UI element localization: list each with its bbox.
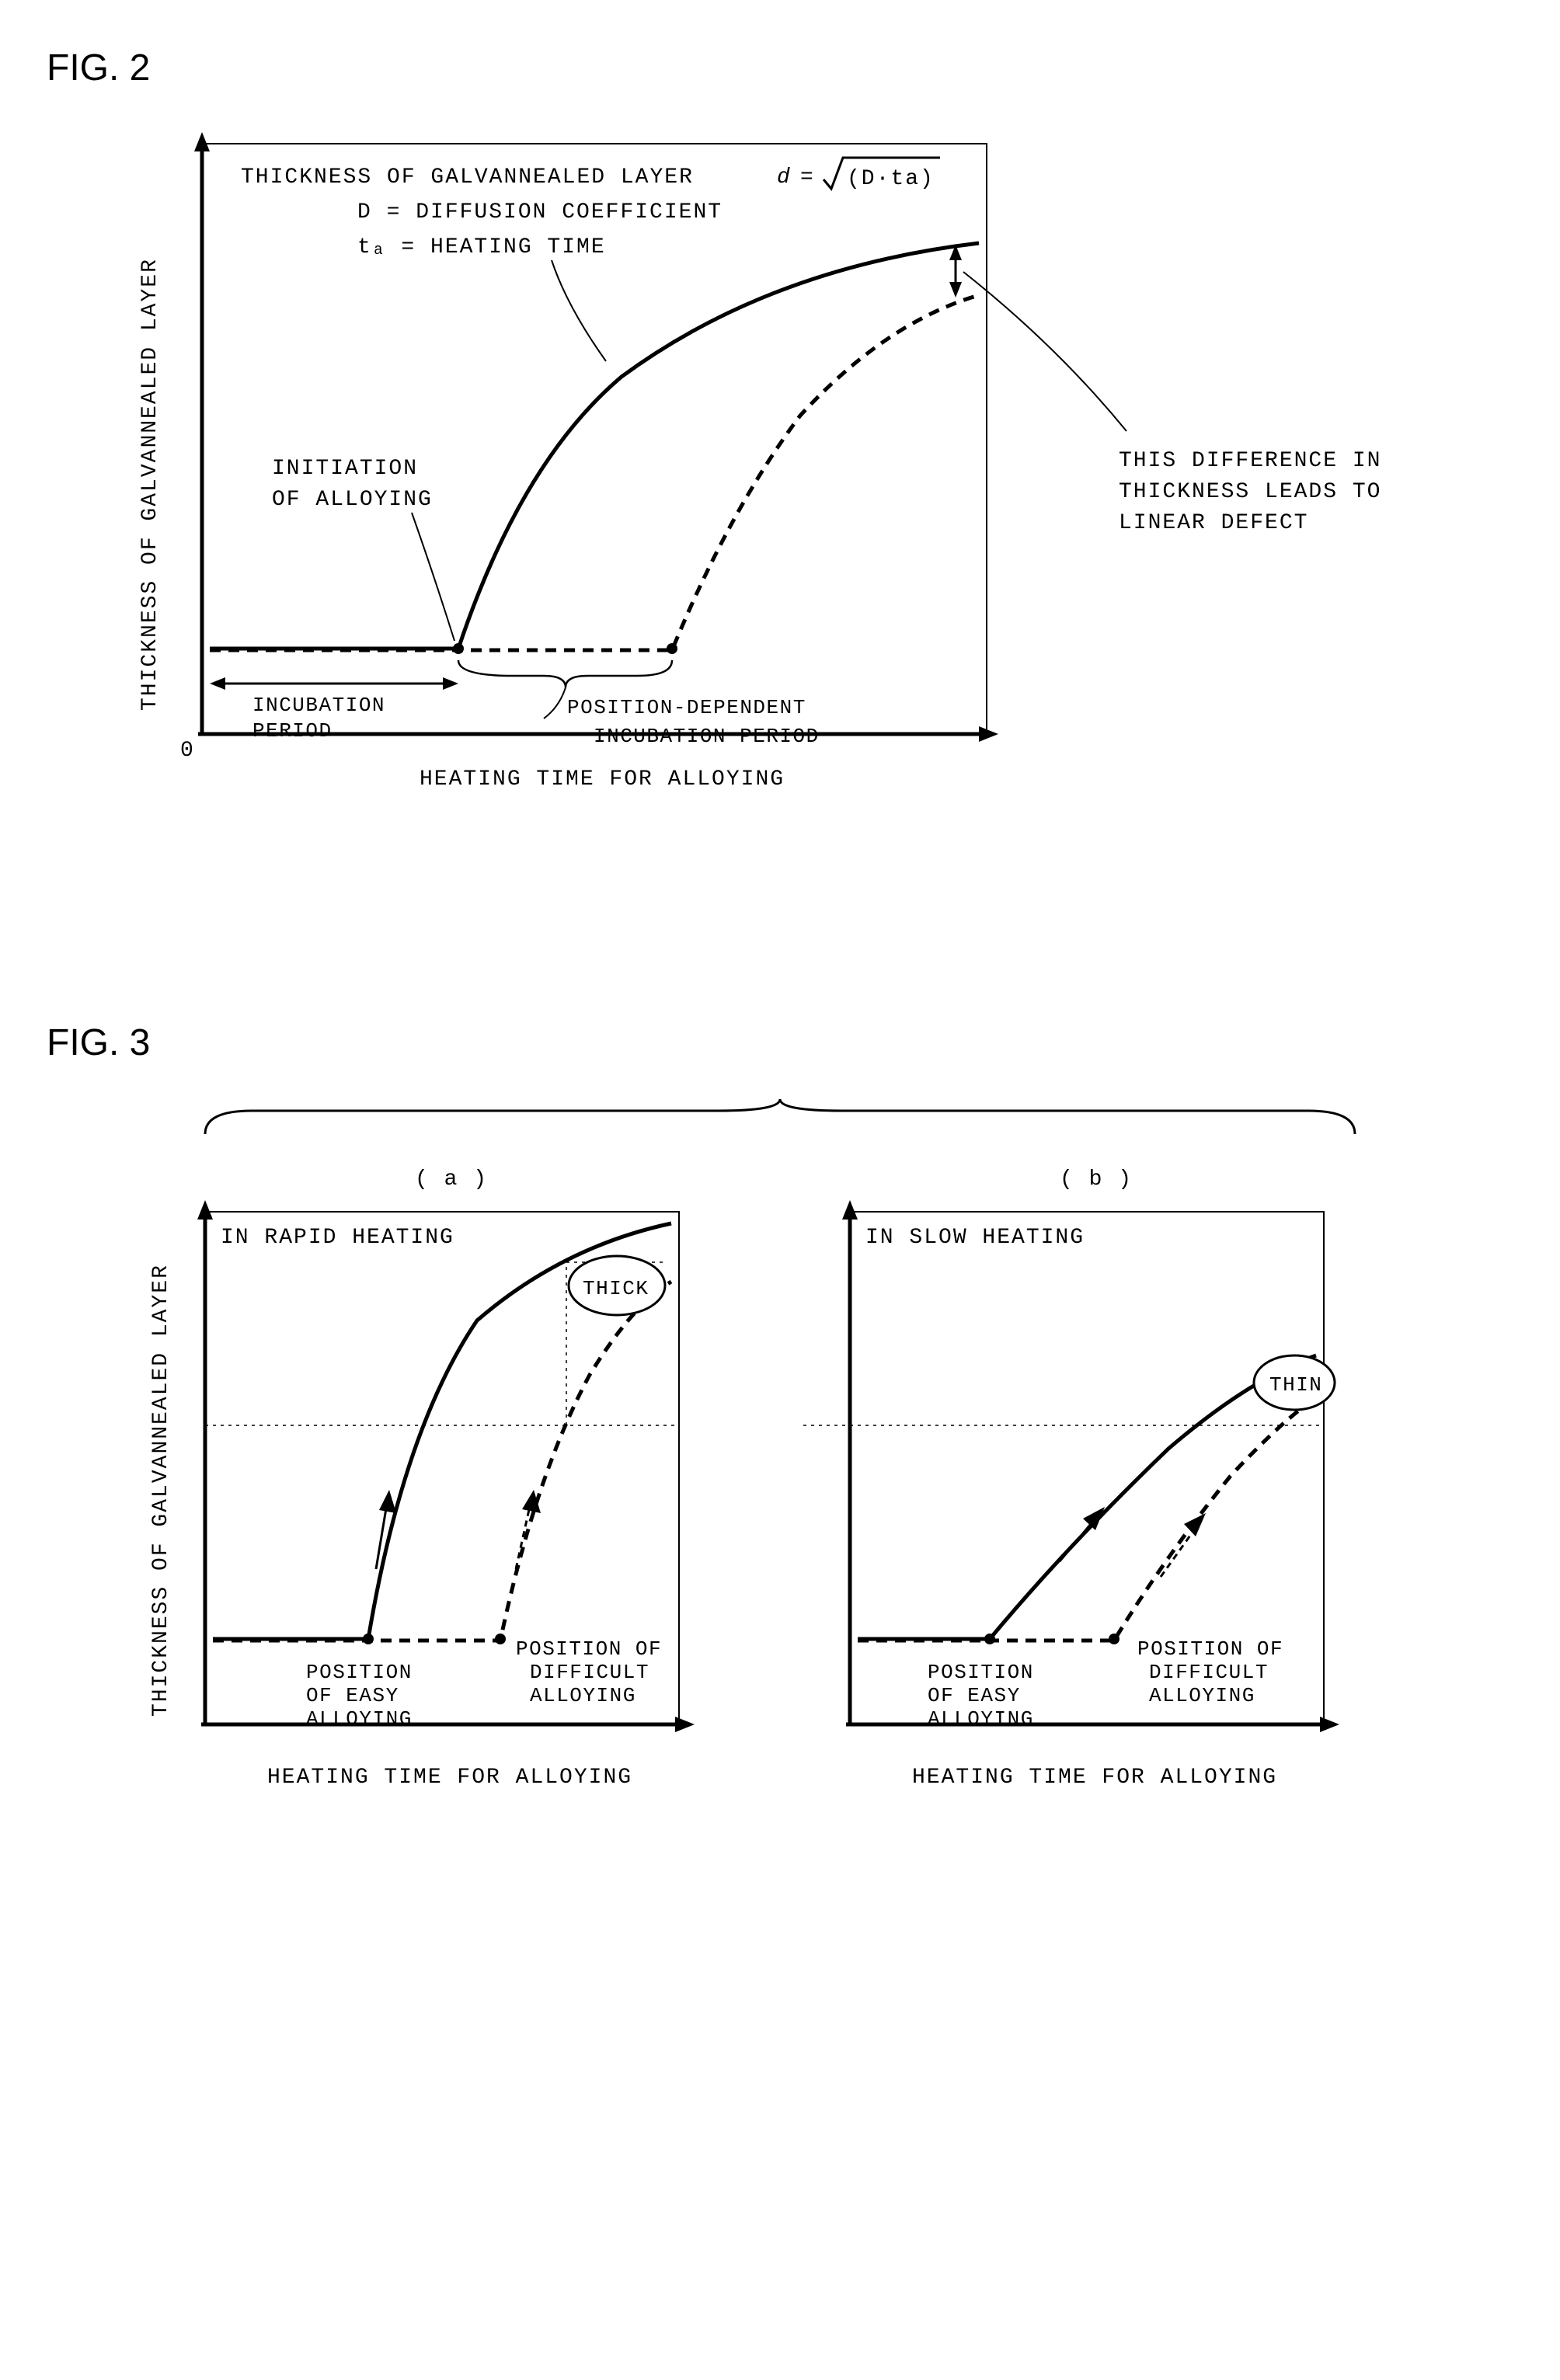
- fig3a-easy3: ALLOYING: [306, 1707, 413, 1731]
- fig3-brace-container: [47, 1095, 1513, 1142]
- fig2-incub-arrow-l: [210, 677, 225, 690]
- fig3b-dot2: [1109, 1634, 1120, 1644]
- fig2-diff1: THIS DIFFERENCE IN: [1119, 449, 1381, 473]
- fig2-solid-dot: [453, 643, 464, 654]
- fig2-diff-arrow-down: [949, 282, 962, 298]
- fig3b-arrow2: [1184, 1513, 1206, 1536]
- fig2-posdep1: POSITION-DEPENDENT: [567, 696, 806, 719]
- fig2-xlabel: HEATING TIME FOR ALLOYING: [420, 767, 785, 792]
- fig2-incub1: INCUBATION: [252, 694, 385, 717]
- fig2-ylabel: THICKNESS OF GALVANNEALED LAYER: [138, 258, 162, 711]
- fig2-formula-eq: =: [800, 165, 815, 190]
- fig3a-yarrow: [197, 1200, 213, 1220]
- fig3a-diff2: DIFFICULT: [530, 1661, 649, 1684]
- fig3a-diff3: ALLOYING: [530, 1684, 636, 1707]
- fig2-init2: OF ALLOYING: [272, 488, 433, 512]
- fig2-incub2: PERIOD: [252, 719, 333, 743]
- fig2-dashed-dot: [667, 643, 677, 654]
- fig2-heating-time: tₐ = HEATING TIME: [357, 235, 606, 259]
- fig3a-xlabel: HEATING TIME FOR ALLOYING: [267, 1766, 632, 1790]
- fig2-posdep2: INCUBATION PERIOD: [594, 725, 820, 748]
- fig3a-dot2: [495, 1634, 506, 1644]
- fig2-diff3: LINEAR DEFECT: [1119, 511, 1308, 535]
- figure-2-container: FIG. 2 THICKNESS OF GALVANNEALED LAYER: [47, 47, 1513, 882]
- fig2-diff2: THICKNESS LEADS TO: [1119, 480, 1381, 504]
- fig2-formula-d: d: [777, 165, 792, 190]
- fig2-formula-sqrt: (D·ta): [847, 167, 935, 191]
- fig2-posdep-leader: [544, 687, 566, 719]
- fig3b-solid: [858, 1355, 1316, 1639]
- fig3-ylabel: THICKNESS OF GALVANNEALED LAYER: [149, 1264, 173, 1717]
- fig3-panel-b-wrapper: ( b ) IN SLOW HEATING: [803, 1157, 1425, 1856]
- fig2-posdep-brace: [458, 660, 672, 687]
- fig3b-yarrow: [842, 1200, 858, 1220]
- fig3a-arrow1: [379, 1490, 396, 1513]
- fig3b-title: IN SLOW HEATING: [865, 1226, 1085, 1250]
- fig3b-arrow1: [1083, 1507, 1105, 1530]
- fig3-brace-svg: [158, 1095, 1402, 1142]
- fig2-init-leader: [412, 513, 454, 641]
- fig3-panel-b-svg: ( b ) IN SLOW HEATING: [803, 1157, 1425, 1856]
- fig2-x-arrow: [979, 726, 998, 742]
- fig2-svg: THICKNESS OF GALVANNEALED LAYER: [124, 120, 1513, 882]
- fig2-origin: 0: [180, 739, 195, 763]
- fig3b-easy3: ALLOYING: [928, 1707, 1034, 1731]
- fig3-panel-a-svg: ( a ) THICKNESS OF GALVANNEALED LAYER IN…: [135, 1157, 757, 1856]
- fig3a-dot1: [363, 1634, 374, 1644]
- fig2-incub-arrow-r: [443, 677, 458, 690]
- fig3b-label: ( b ): [1060, 1167, 1133, 1192]
- fig3b-dot1: [984, 1634, 995, 1644]
- fig3a-badge: THICK: [583, 1277, 649, 1300]
- fig3a-easy2: OF EASY: [306, 1684, 399, 1707]
- fig2-formula-leader: [552, 260, 606, 361]
- figure-3-container: FIG. 3 ( a ) THICKNESS OF GALVANNEALED L…: [47, 1021, 1513, 1856]
- fig3b-xarrow: [1320, 1717, 1339, 1732]
- fig3b-easy2: OF EASY: [928, 1684, 1021, 1707]
- fig3a-label: ( a ): [415, 1167, 488, 1192]
- fig2-y-arrow: [194, 132, 210, 151]
- fig3-panel-a-wrapper: ( a ) THICKNESS OF GALVANNEALED LAYER IN…: [135, 1157, 757, 1856]
- fig3b-xlabel: HEATING TIME FOR ALLOYING: [912, 1766, 1277, 1790]
- fig3a-xarrow: [675, 1717, 695, 1732]
- fig3a-diff1: POSITION OF: [516, 1637, 662, 1661]
- fig3b-diff1: POSITION OF: [1137, 1637, 1283, 1661]
- fig3b-badge: THIN: [1269, 1373, 1322, 1397]
- fig3b-diff3: ALLOYING: [1149, 1684, 1255, 1707]
- fig2-init1: INITIATION: [272, 457, 418, 481]
- fig2-label: FIG. 2: [47, 47, 1513, 89]
- fig3a-dashed: [213, 1282, 671, 1641]
- fig3a-title: IN RAPID HEATING: [221, 1226, 454, 1250]
- fig2-formula-label: THICKNESS OF GALVANNEALED LAYER: [241, 165, 694, 190]
- fig3b-diff2: DIFFICULT: [1149, 1661, 1269, 1684]
- fig2-diffusion: D = DIFFUSION COEFFICIENT: [357, 200, 723, 224]
- fig3-top-brace: [205, 1099, 1355, 1134]
- fig3b-easy1: POSITION: [928, 1661, 1034, 1684]
- fig2-chart-wrapper: THICKNESS OF GALVANNEALED LAYER: [124, 120, 1513, 882]
- fig3-label: FIG. 3: [47, 1021, 1513, 1064]
- fig2-plot-border: [202, 144, 987, 734]
- fig2-diff-leader: [963, 272, 1126, 431]
- fig2-solid-curve: [210, 243, 979, 649]
- fig3-panels: ( a ) THICKNESS OF GALVANNEALED LAYER IN…: [47, 1157, 1513, 1856]
- fig3a-easy1: POSITION: [306, 1661, 413, 1684]
